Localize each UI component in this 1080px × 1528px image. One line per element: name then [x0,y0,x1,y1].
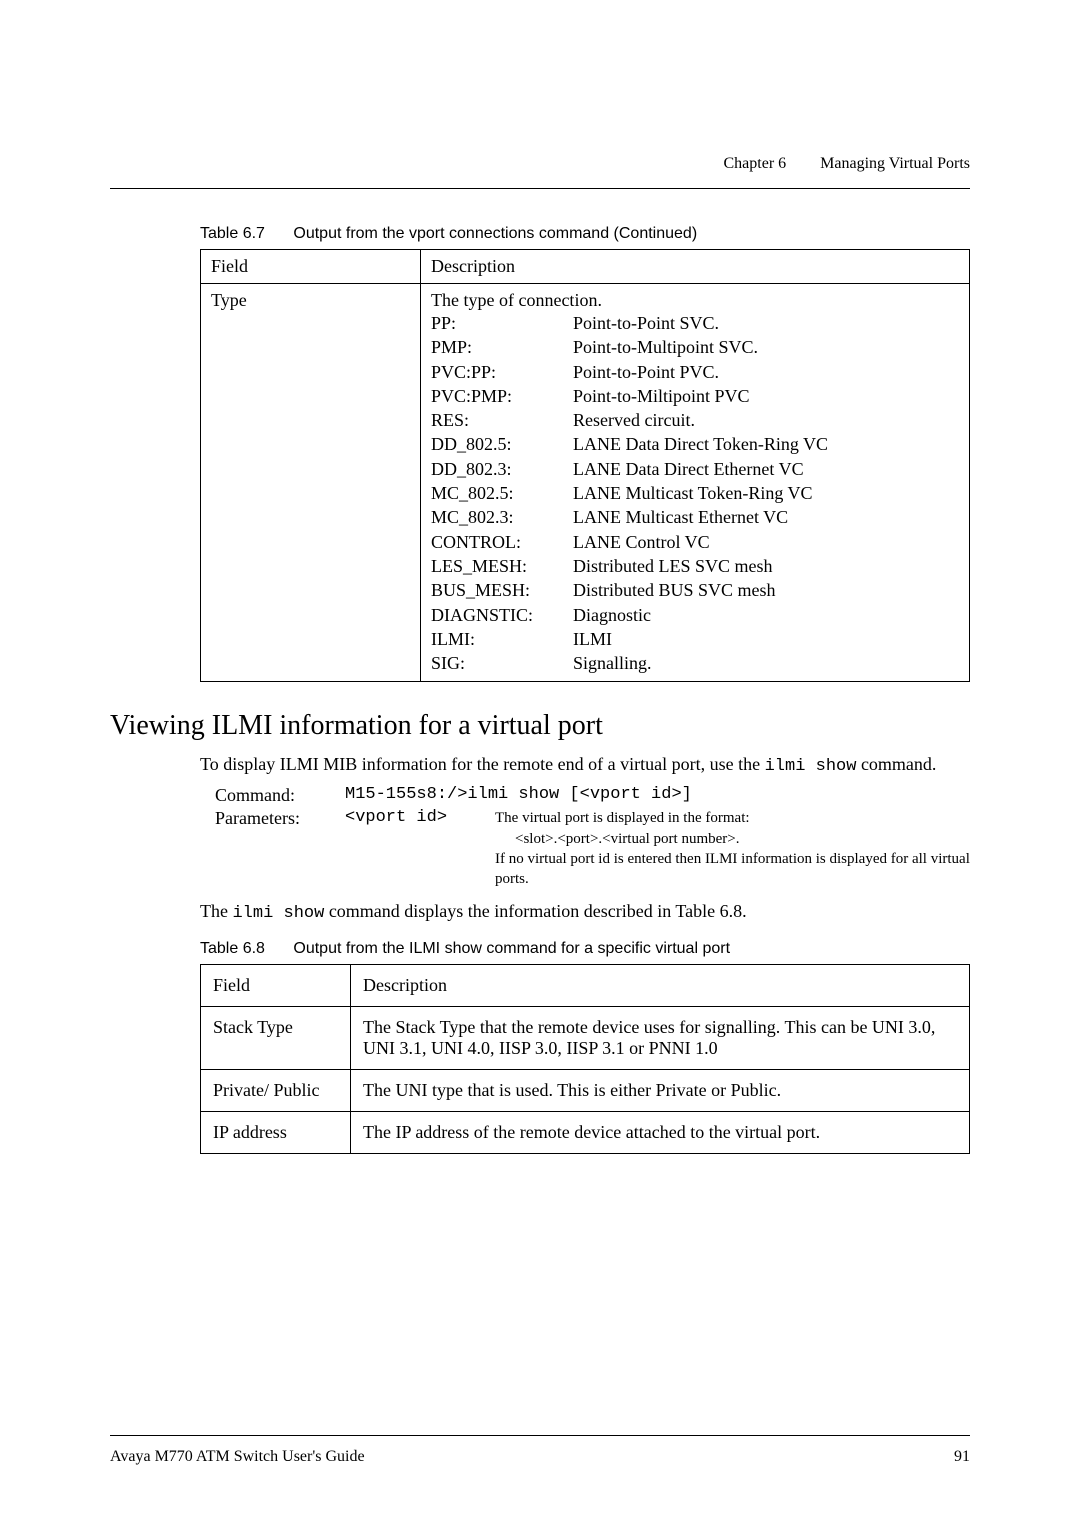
param-description: The virtual port is displayed in the for… [495,808,970,889]
type-value: Point-to-Miltipoint PVC [573,384,959,408]
type-value: Point-to-Point PVC. [573,360,959,384]
type-key: SIG: [431,651,571,675]
table-row: IP addressThe IP address of the remote d… [201,1112,970,1154]
cell-field: IP address [201,1112,351,1154]
cell-description: The type of connection. PP:Point-to-Poin… [421,284,970,682]
para-text: To display ILMI MIB information for the … [200,754,765,774]
type-value: Point-to-Multipoint SVC. [573,335,959,359]
type-intro: The type of connection. [431,290,959,311]
command-block: Command: M15-155s8:/>ilmi show [<vport i… [215,785,970,889]
param-desc-line: If no virtual port id is entered then IL… [495,851,970,887]
cell-field: Type [201,284,421,682]
type-key: LES_MESH: [431,554,571,578]
table-6-7: Field Description Type The type of conne… [200,249,970,682]
chapter-label: Chapter 6 [724,155,787,172]
type-key: MC_802.3: [431,505,571,529]
parameters-row: Parameters: <vport id> The virtual port … [215,808,970,889]
table-6-8-caption: Table 6.8 Output from the ILMI show comm… [200,940,970,958]
mono-text: ilmi show [765,757,857,776]
type-value: Diagnostic [573,603,959,627]
table-header-field: Field [201,965,351,1007]
table-row: Type The type of connection. PP:Point-to… [201,284,970,682]
type-key: RES: [431,408,571,432]
param-desc-line: The virtual port is displayed in the for… [495,810,750,826]
type-value: Reserved circuit. [573,408,959,432]
table-header-description: Description [351,965,970,1007]
cell-field: Stack Type [201,1007,351,1070]
para-text: The [200,901,232,921]
footer-left: Avaya M770 ATM Switch User's Guide [110,1448,365,1466]
type-key: DIAGNSTIC: [431,603,571,627]
type-key: CONTROL: [431,530,571,554]
table-6-7-caption-text: Output from the vport connections comman… [293,225,697,242]
type-value: LANE Data Direct Ethernet VC [573,457,959,481]
table-row: Field Description [201,250,970,284]
table-row: Field Description [201,965,970,1007]
header-rule [110,188,970,189]
table-header-field: Field [201,250,421,284]
type-value: Distributed BUS SVC mesh [573,578,959,602]
section-heading: Viewing ILMI information for a virtual p… [110,710,970,742]
type-value: Point-to-Point SVC. [573,311,959,335]
type-value: Signalling. [573,651,959,675]
para-text: command displays the information describ… [324,901,746,921]
type-value: ILMI [573,627,959,651]
type-key: DD_802.3: [431,457,571,481]
table-header-description: Description [421,250,970,284]
cell-field: Private/ Public [201,1070,351,1112]
table-row: Private/ PublicThe UNI type that is used… [201,1070,970,1112]
type-key: DD_802.5: [431,432,571,456]
footer-page-number: 91 [954,1448,970,1466]
table-6-8-caption-text: Output from the ILMI show command for a … [293,940,730,957]
para-text: command. [856,754,936,774]
param-name: <vport id> [345,808,495,827]
cell-description: The UNI type that is used. This is eithe… [351,1070,970,1112]
table-6-8: Field Description Stack TypeThe Stack Ty… [200,964,970,1154]
type-value: LANE Multicast Ethernet VC [573,505,959,529]
type-key: PVC:PP: [431,360,571,384]
page-content: Table 6.7 Output from the vport connecti… [110,225,970,1154]
table-6-7-label: Table 6.7 [200,225,265,242]
table-row: Stack TypeThe Stack Type that the remote… [201,1007,970,1070]
type-key: MC_802.5: [431,481,571,505]
param-desc-line: <slot>.<port>.<virtual port number>. [495,831,739,847]
command-row: Command: M15-155s8:/>ilmi show [<vport i… [215,785,970,806]
type-key: PP: [431,311,571,335]
type-value: Distributed LES SVC mesh [573,554,959,578]
command-text: M15-155s8:/>ilmi show [<vport id>] [345,785,970,804]
type-value: LANE Control VC [573,530,959,554]
type-key: PMP: [431,335,571,359]
paragraph-intro: To display ILMI MIB information for the … [200,752,970,779]
command-label: Command: [215,785,345,806]
cell-description: The IP address of the remote device atta… [351,1112,970,1154]
type-value: LANE Data Direct Token-Ring VC [573,432,959,456]
table-6-8-label: Table 6.8 [200,940,265,957]
type-key: BUS_MESH: [431,578,571,602]
type-list: PP:Point-to-Point SVC.PMP:Point-to-Multi… [431,311,959,675]
type-value: LANE Multicast Token-Ring VC [573,481,959,505]
mono-text: ilmi show [232,904,324,923]
paragraph-ref: The ilmi show command displays the infor… [200,899,970,926]
footer-rule [110,1435,970,1436]
type-key: ILMI: [431,627,571,651]
chapter-title: Managing Virtual Ports [820,155,970,172]
parameters-label: Parameters: [215,808,345,829]
type-key: PVC:PMP: [431,384,571,408]
page-header: Chapter 6 Managing Virtual Ports [724,155,971,173]
page-footer: Avaya M770 ATM Switch User's Guide 91 [110,1448,970,1466]
cell-description: The Stack Type that the remote device us… [351,1007,970,1070]
table-6-7-caption: Table 6.7 Output from the vport connecti… [200,225,970,243]
